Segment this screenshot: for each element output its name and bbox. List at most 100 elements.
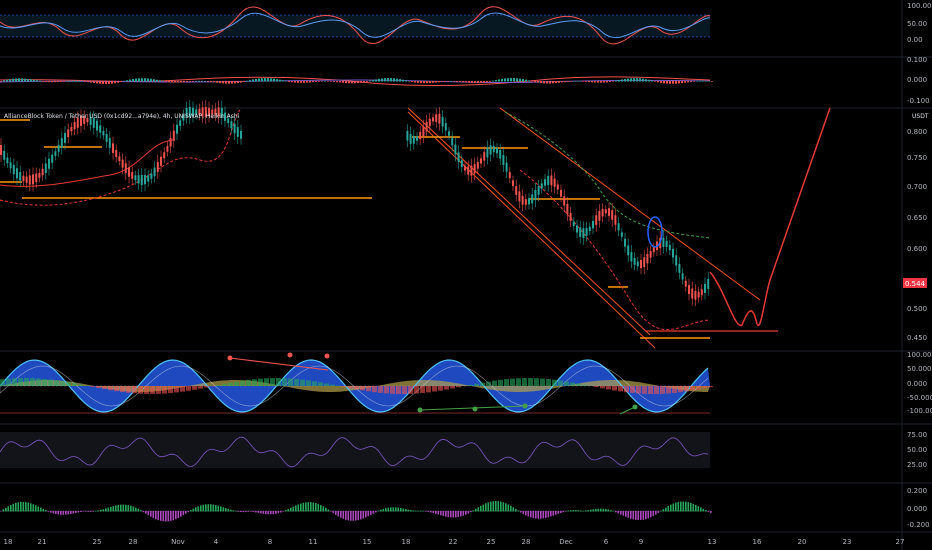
macd-bottom-bar: [227, 508, 230, 512]
macd-top-bar: [306, 81, 308, 83]
macd-bottom-bar: [612, 510, 615, 512]
macd-bottom-bar: [305, 502, 307, 512]
macd-top-bar: [0, 81, 2, 82]
macd-bottom-bar: [355, 511, 357, 521]
macd-top-bar: [663, 81, 665, 84]
candle: [505, 162, 508, 172]
wt-momentum-bar: [246, 379, 251, 386]
price-scale-tick: 0.750: [907, 154, 927, 162]
candle: [54, 151, 57, 156]
macd-top-bar: [660, 81, 662, 83]
macd-bottom-bar: [230, 509, 232, 512]
candle: [544, 179, 546, 186]
candle: [595, 215, 598, 225]
macd-bottom-bar: [350, 511, 352, 521]
candle: [22, 175, 25, 182]
candle: [470, 165, 473, 176]
candle: [566, 203, 569, 214]
wt-momentum-bar: [192, 386, 197, 390]
macd-bottom-bar: [222, 507, 225, 512]
macd-bottom-bar: [80, 511, 82, 512]
candle: [483, 152, 486, 161]
wt-momentum-bar: [384, 386, 389, 394]
macd-bottom-bar: [655, 511, 657, 515]
macd-top-bar: [120, 81, 122, 83]
candle: [432, 117, 434, 122]
macd-top-bar: [480, 81, 482, 83]
macd-bottom-bar: [592, 509, 595, 512]
candle: [665, 240, 668, 247]
macd-top-bar: [81, 80, 83, 82]
macd-top-bar: [603, 81, 605, 83]
time-axis[interactable]: 18 21 25 28 Nov 4 8 11 15 18 22 25 28 Dec 6 9 13 16 20 23 27: [4, 538, 905, 546]
macd-bottom-bar: [695, 504, 697, 512]
candle: [540, 183, 543, 189]
macd-top-bar: [420, 81, 422, 84]
macd-top-bar: [186, 81, 188, 83]
macd-bottom-bar: [420, 510, 422, 512]
macd-top-bar: [144, 78, 146, 82]
macd-bottom-bar: [110, 506, 112, 512]
macd-bottom-bar: [445, 511, 447, 517]
candle: [646, 254, 649, 264]
macd-top-bar: [402, 79, 404, 82]
wt-momentum-bar: [618, 386, 623, 392]
macd-top-bar: [444, 81, 446, 82]
price-scale[interactable]: 100.00 50.00 0.00 0.100 0.000 -0.100 0.800 0.75…: [907, 2, 932, 529]
macd-bottom-bar: [440, 511, 442, 516]
candle: [137, 175, 140, 184]
time-axis-label: 8: [268, 538, 272, 546]
macd-top-bar: [348, 81, 350, 84]
macd-bottom-bar: [347, 511, 350, 521]
macd-bottom-bar: [267, 511, 270, 515]
price-scale-tick: 25.00: [907, 461, 927, 469]
macd-bottom-bar: [212, 504, 215, 512]
candle: [502, 154, 505, 165]
macd-bottom-bar: [302, 502, 305, 512]
macd-bottom-bar: [562, 511, 565, 513]
macd-bottom-bar: [487, 502, 490, 512]
macd-top-bar: [117, 81, 119, 83]
time-axis-label: 21: [38, 538, 47, 546]
candle: [83, 116, 86, 124]
macd-bottom-bar: [295, 505, 297, 512]
macd-bottom-bar: [680, 501, 682, 512]
candle: [44, 163, 47, 173]
wt-momentum-bar: [186, 386, 191, 391]
macd-bottom-bar: [62, 511, 65, 515]
macd-top-bar: [405, 80, 407, 82]
macd-top-bar: [285, 80, 287, 82]
macd-bottom-bar: [127, 505, 130, 512]
macd-bottom-bar: [120, 504, 122, 512]
macd-top-bar: [414, 81, 416, 83]
candle: [96, 120, 98, 131]
macd-top-bar: [456, 81, 458, 82]
macd-top-bar: [39, 80, 41, 82]
price-scale-tick: 0.200: [907, 487, 927, 495]
time-axis-label: 13: [708, 538, 717, 546]
price-scale-tick: 0.00: [907, 36, 923, 44]
time-axis-label: 25: [487, 538, 496, 546]
macd-top-bar: [411, 81, 413, 82]
macd-top-bar: [234, 81, 236, 84]
macd-top-bar: [675, 81, 677, 84]
macd-bottom-bar: [312, 502, 315, 512]
macd-bottom-bar: [252, 511, 255, 512]
macd-top-bar: [72, 80, 74, 82]
macd-top-bar: [165, 81, 167, 82]
macd-top-bar: [432, 81, 434, 83]
macd-top-bar: [381, 78, 383, 82]
macd-top-bar: [588, 81, 590, 83]
macd-top-bar: [528, 80, 530, 82]
macd-top-bar: [24, 78, 26, 82]
candle: [115, 150, 118, 157]
macd-top-bar: [135, 78, 137, 82]
macd-bottom-bar: [225, 508, 227, 512]
macd-bottom-bar: [705, 510, 707, 512]
macd-top-bar: [48, 81, 50, 83]
macd-top-bar: [270, 78, 272, 82]
macd-top-bar: [105, 81, 107, 84]
macd-bottom-bar: [467, 511, 470, 514]
